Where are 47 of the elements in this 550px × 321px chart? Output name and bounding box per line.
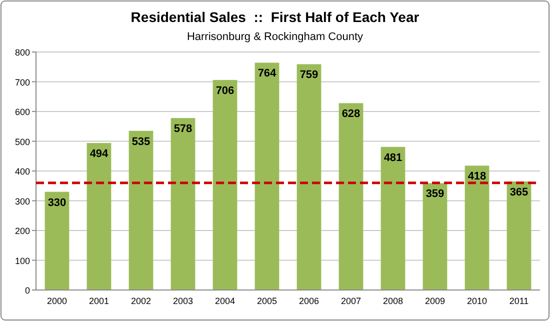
data-label: 578: [174, 123, 192, 136]
data-label: 764: [258, 68, 278, 80]
bar: [380, 146, 406, 290]
data-label: 759: [300, 69, 318, 82]
bar: [170, 118, 196, 290]
data-label: 330: [48, 196, 66, 209]
bar: [506, 181, 532, 290]
data-label: 494: [90, 148, 110, 160]
bar: [338, 103, 364, 290]
data-label: 535: [132, 136, 150, 148]
y-tick-label: 100: [14, 256, 30, 266]
bar: [296, 64, 322, 290]
bar: [86, 143, 112, 290]
x-tick-label: 2005: [256, 296, 278, 306]
data-label: 628: [342, 108, 360, 120]
bar: [128, 130, 154, 290]
y-tick-label: 500: [14, 136, 30, 147]
bar: [422, 183, 448, 290]
x-tick-label: 2000: [46, 296, 68, 306]
chart-subtitle: Harrisonburg & Rockingham County: [186, 31, 364, 43]
x-tick-label: 2010: [466, 296, 488, 306]
bar: [44, 192, 70, 290]
data-label: 418: [468, 170, 486, 183]
x-tick-label: 2003: [172, 296, 194, 306]
x-tick-label: 2011: [509, 296, 529, 306]
x-tick-label: 2001: [88, 296, 110, 306]
x-tick-label: 2007: [340, 296, 362, 306]
y-tick-label: 400: [14, 166, 30, 176]
data-label: 365: [510, 186, 528, 198]
y-tick-label: 300: [14, 196, 30, 206]
x-tick-label: 2008: [382, 296, 404, 306]
y-tick-label: 0: [24, 286, 30, 296]
data-label: 359: [426, 188, 444, 200]
x-tick-label: 2002: [130, 296, 152, 306]
y-tick-label: 700: [14, 77, 30, 88]
data-label: 481: [384, 152, 402, 164]
x-tick-label: 2009: [424, 296, 446, 306]
bar: [464, 166, 490, 290]
y-tick-label: 600: [14, 107, 30, 117]
chart-title: Residential Sales :: First Half of Each Year: [130, 9, 420, 25]
bar: [254, 62, 280, 290]
y-tick-label: 200: [14, 226, 30, 236]
bar: [212, 80, 238, 290]
data-label: 706: [216, 84, 234, 97]
x-tick-label: 2004: [214, 296, 236, 306]
y-tick-label: 800: [14, 48, 30, 58]
x-tick-label: 2006: [298, 296, 320, 306]
